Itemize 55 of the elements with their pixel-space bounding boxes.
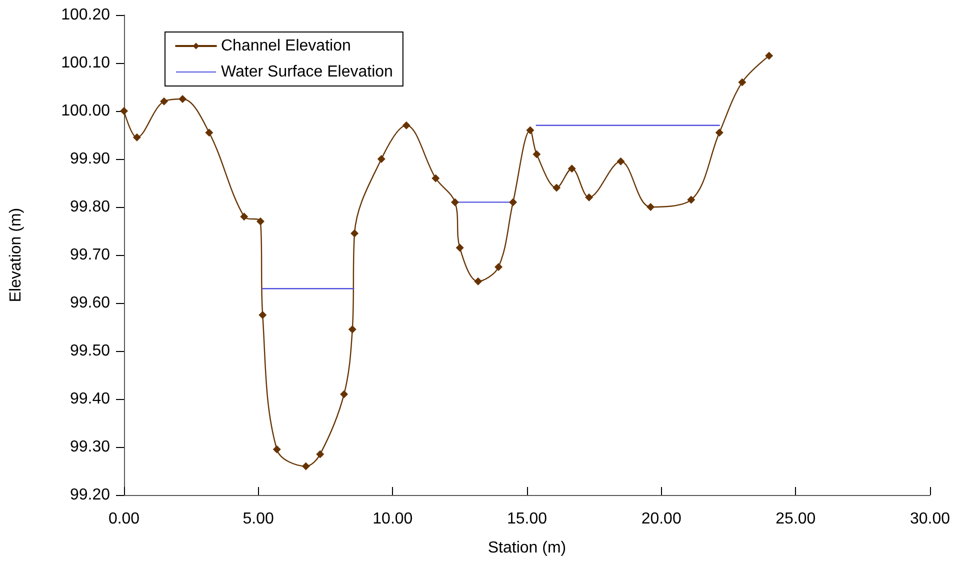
point <box>402 121 410 130</box>
point <box>240 212 248 221</box>
point <box>765 52 774 60</box>
x-tick-label: 25.00 <box>776 510 816 528</box>
point <box>120 107 128 115</box>
x-tick-label: 10.00 <box>372 510 413 528</box>
point <box>494 263 503 271</box>
point <box>456 244 464 252</box>
point <box>302 462 310 470</box>
y-tick-label: 99.50 <box>70 342 110 360</box>
y-tick-label: 99.80 <box>70 198 110 216</box>
point <box>377 155 386 163</box>
point <box>616 157 625 166</box>
y-tick-label: 99.70 <box>70 246 110 264</box>
point <box>526 126 534 134</box>
x-axis-title: Station (m) <box>488 540 566 556</box>
legend-label: Channel Elevation <box>221 38 351 54</box>
point <box>258 311 267 319</box>
point <box>532 150 541 158</box>
point <box>646 203 655 211</box>
y-tick-label: 99.90 <box>70 150 110 168</box>
point <box>272 445 281 454</box>
point <box>432 174 440 182</box>
point <box>450 198 459 206</box>
point <box>205 128 214 137</box>
point <box>585 193 594 202</box>
x-tick-label: 0.00 <box>108 510 140 528</box>
point <box>178 95 187 103</box>
y-tick-label: 100.00 <box>61 102 110 120</box>
point <box>738 78 746 86</box>
point <box>715 128 724 137</box>
x-tick-label: 15.00 <box>506 510 548 528</box>
point <box>474 277 482 286</box>
point <box>256 217 264 226</box>
x-tick-label: 5.00 <box>242 510 274 528</box>
point <box>160 97 168 106</box>
legend-label: Water Surface Elevation <box>221 64 393 80</box>
point <box>348 325 356 334</box>
point <box>568 164 576 173</box>
point <box>552 184 561 192</box>
y-axis-title: Elevation (m) <box>8 208 24 302</box>
point <box>316 450 324 458</box>
point <box>340 390 348 398</box>
point <box>687 196 696 204</box>
y-tick-label: 100.20 <box>61 6 110 24</box>
point <box>132 133 141 142</box>
y-tick-label: 99.40 <box>70 390 110 408</box>
y-tick-label: 99.20 <box>70 486 110 504</box>
y-tick-label: 99.60 <box>70 294 110 312</box>
point <box>509 198 518 206</box>
x-tick-label: 20.00 <box>641 510 682 528</box>
y-tick-label: 100.10 <box>61 54 110 72</box>
y-tick-label: 99.30 <box>70 438 110 456</box>
point <box>350 229 359 238</box>
x-tick-label: 30.00 <box>910 510 950 528</box>
